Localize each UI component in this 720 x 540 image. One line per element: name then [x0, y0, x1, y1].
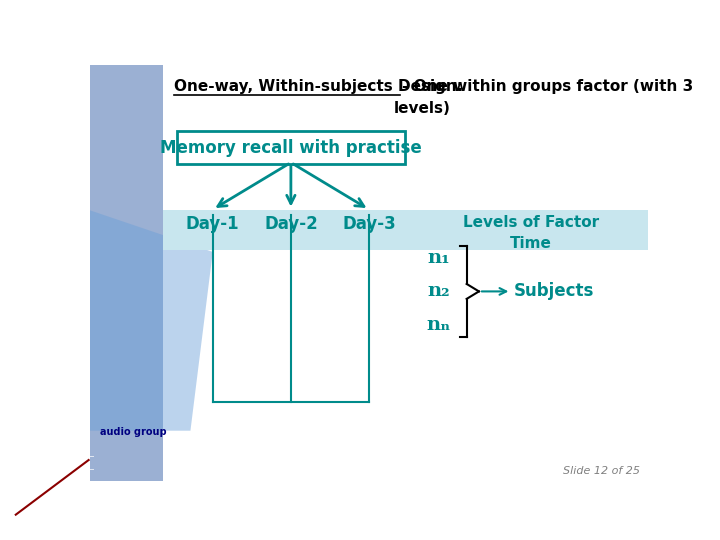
Polygon shape [90, 210, 213, 431]
Text: Day-1: Day-1 [186, 215, 240, 233]
Bar [163, 210, 648, 250]
Text: Subjects: Subjects [514, 282, 595, 300]
Text: Memory recall with practise: Memory recall with practise [160, 139, 422, 157]
Text: One-way, Within-subjects Design:: One-way, Within-subjects Design: [174, 79, 463, 94]
Text: Slide 12 of 25: Slide 12 of 25 [562, 465, 639, 476]
Polygon shape [90, 65, 163, 481]
Text: - One within groups factor (with 3: - One within groups factor (with 3 [402, 79, 694, 94]
FancyBboxPatch shape [177, 131, 405, 164]
Text: nₙ: nₙ [427, 316, 451, 334]
Text: Day-2: Day-2 [264, 215, 318, 233]
Text: Levels of Factor
Time: Levels of Factor Time [463, 215, 599, 251]
Text: audio group: audio group [100, 427, 166, 437]
Text: n₂: n₂ [428, 282, 450, 300]
Text: levels): levels) [394, 102, 451, 117]
Text: Day-3: Day-3 [342, 215, 396, 233]
Text: n₁: n₁ [428, 249, 450, 267]
